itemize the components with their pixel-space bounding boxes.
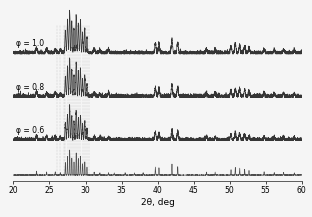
Text: φ = 0.8: φ = 0.8	[16, 82, 44, 92]
Text: φ = 0.6: φ = 0.6	[16, 126, 44, 135]
X-axis label: 2θ, deg: 2θ, deg	[141, 198, 174, 207]
Text: φ = 1.0: φ = 1.0	[16, 39, 44, 48]
